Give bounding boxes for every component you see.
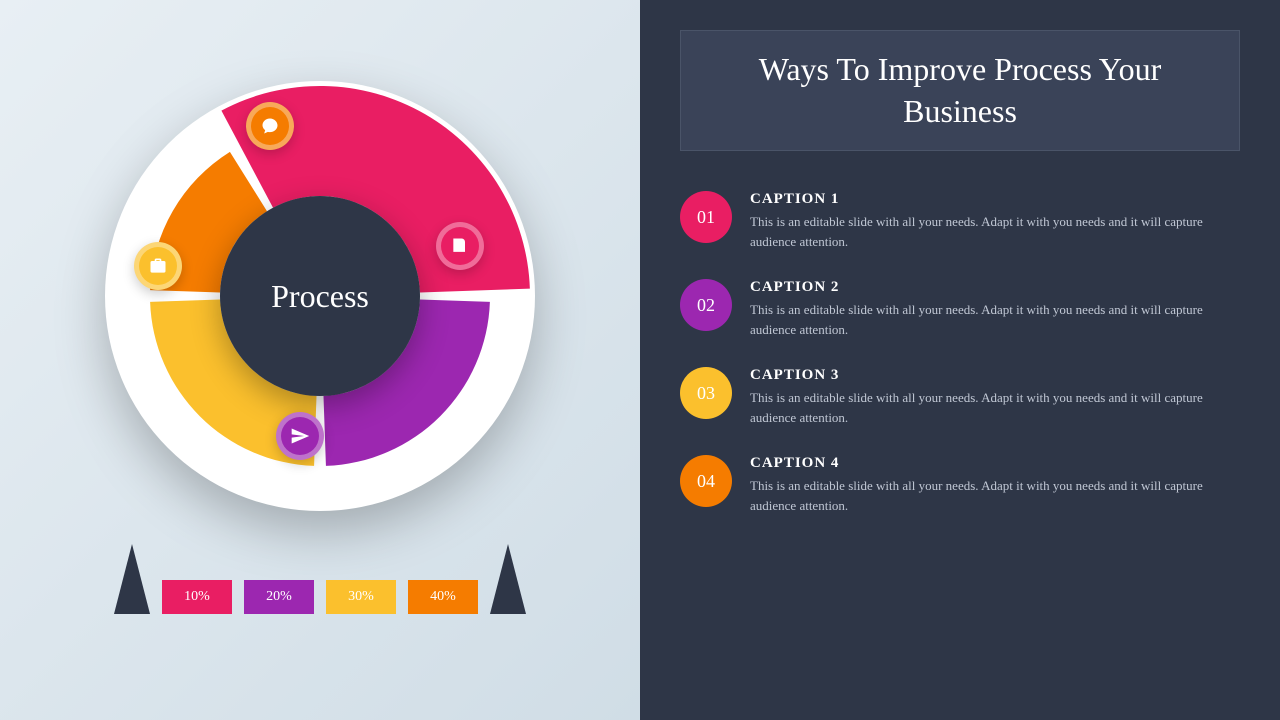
slide-title: Ways To Improve Process Your Business — [705, 49, 1215, 132]
center-label: Process — [271, 278, 369, 315]
caption-title-2: CAPTION 3 — [750, 367, 1240, 384]
caption-text-0: CAPTION 1 This is an editable slide with… — [750, 191, 1240, 251]
caption-title-3: CAPTION 4 — [750, 455, 1240, 472]
caption-body-3: This is an editable slide with all your … — [750, 476, 1240, 515]
caption-title-0: CAPTION 1 — [750, 191, 1240, 208]
caption-number-1: 02 — [680, 279, 732, 331]
caption-row-0: 01 CAPTION 1 This is an editable slide w… — [680, 191, 1240, 251]
caption-text-3: CAPTION 4 This is an editable slide with… — [750, 455, 1240, 515]
legend-row: 10% 20% 30% 40% — [114, 544, 526, 614]
caption-title-1: CAPTION 2 — [750, 279, 1240, 296]
caption-body-2: This is an editable slide with all your … — [750, 388, 1240, 427]
triangle-left — [114, 544, 150, 614]
caption-text-2: CAPTION 3 This is an editable slide with… — [750, 367, 1240, 427]
briefcase-icon — [134, 242, 182, 290]
plane-icon — [276, 412, 324, 460]
triangle-right — [490, 544, 526, 614]
caption-row-2: 03 CAPTION 3 This is an editable slide w… — [680, 367, 1240, 427]
caption-row-3: 04 CAPTION 4 This is an editable slide w… — [680, 455, 1240, 515]
legend-item-0: 10% — [162, 580, 232, 614]
center-circle: Process — [220, 196, 420, 396]
caption-body-1: This is an editable slide with all your … — [750, 300, 1240, 339]
chat-icon — [246, 102, 294, 150]
caption-text-1: CAPTION 2 This is an editable slide with… — [750, 279, 1240, 339]
legend-item-2: 30% — [326, 580, 396, 614]
legend-item-1: 20% — [244, 580, 314, 614]
book-icon — [436, 222, 484, 270]
caption-number-3: 04 — [680, 455, 732, 507]
legend-item-3: 40% — [408, 580, 478, 614]
title-box: Ways To Improve Process Your Business — [680, 30, 1240, 151]
process-diagram: Process — [90, 66, 550, 526]
left-panel: Process 10% 20% 30% 40% — [0, 0, 640, 720]
caption-number-2: 03 — [680, 367, 732, 419]
right-panel: Ways To Improve Process Your Business 01… — [640, 0, 1280, 720]
caption-number-0: 01 — [680, 191, 732, 243]
caption-body-0: This is an editable slide with all your … — [750, 212, 1240, 251]
caption-row-1: 02 CAPTION 2 This is an editable slide w… — [680, 279, 1240, 339]
